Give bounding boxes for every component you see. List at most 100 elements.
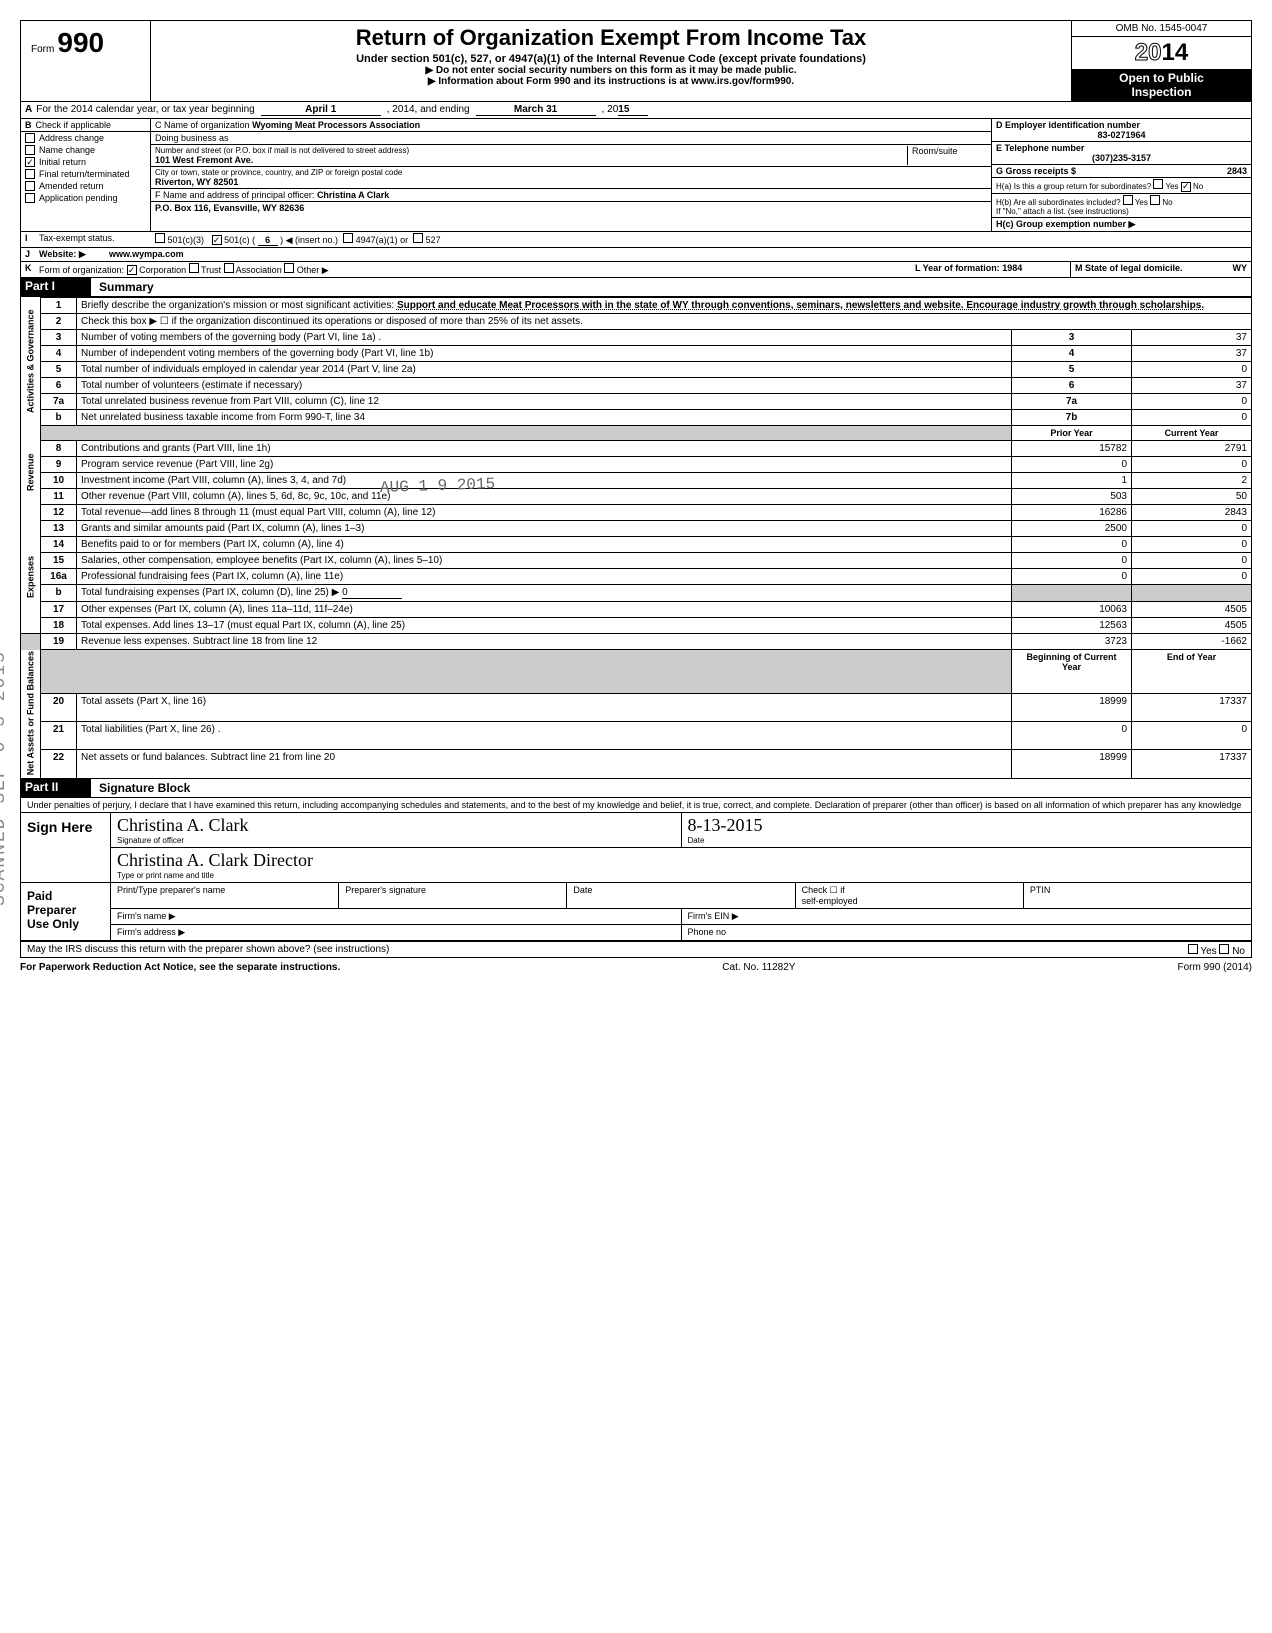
line4: Number of independent voting members of …: [77, 345, 1012, 361]
checkbox-icon[interactable]: [413, 233, 423, 243]
discuss-yes: Yes: [1200, 946, 1216, 957]
cb-final-return[interactable]: Final return/terminated: [21, 168, 150, 180]
checkbox-icon[interactable]: ✓: [1181, 182, 1191, 192]
part-2-title: Signature Block: [91, 779, 198, 797]
checkbox-icon[interactable]: [1123, 195, 1133, 205]
checkbox-icon[interactable]: [1219, 944, 1229, 954]
checkbox-icon[interactable]: [1188, 944, 1198, 954]
checkbox-icon[interactable]: [189, 263, 199, 273]
col-b-check-text: Check if applicable: [36, 120, 112, 130]
c-addr: 101 West Fremont Ave.: [155, 155, 907, 165]
cb-initial-return[interactable]: ✓ Initial return: [21, 156, 150, 168]
col-b: B Check if applicable Address change Nam…: [21, 119, 151, 231]
row-j-text: Website: ▶: [35, 248, 105, 261]
firm-phone: Phone no: [682, 925, 1252, 940]
line1-label: Briefly describe the organization's miss…: [81, 300, 394, 311]
prep-col2: Preparer's signature: [339, 883, 567, 908]
printed-name: Christina A. Clark Director: [117, 850, 1245, 871]
line17: Other expenses (Part IX, column (A), lin…: [77, 601, 1012, 617]
row-i-527: 527: [426, 235, 441, 245]
cb-label: Amended return: [39, 181, 104, 191]
form-number-box: Form 990: [21, 21, 151, 101]
discuss-row: May the IRS discuss this return with the…: [21, 941, 1251, 957]
val-14c: 0: [1132, 536, 1252, 552]
row-a-mid: , 2014, and ending: [387, 104, 470, 116]
val-12c: 2843: [1132, 504, 1252, 520]
val-21c: 0: [1132, 722, 1252, 750]
f-label: F Name and address of principal officer:: [155, 190, 314, 200]
prep-col4b: self-employed: [802, 896, 1017, 906]
checkbox-icon: ✓: [25, 157, 35, 167]
cb-label: Initial return: [39, 157, 86, 167]
line6: Total number of volunteers (estimate if …: [77, 377, 1012, 393]
val-10p: 1: [1012, 472, 1132, 488]
line10: Investment income (Part VIII, column (A)…: [77, 472, 1012, 488]
discuss-no: No: [1232, 946, 1245, 957]
row-a-end-month: March 31: [476, 104, 596, 116]
g-label: G Gross receipts $: [996, 166, 1076, 176]
line12: Total revenue—add lines 8 through 11 (mu…: [77, 504, 1012, 520]
part-2-header: Part II Signature Block: [20, 779, 1252, 798]
e-label: E Telephone number: [996, 143, 1247, 153]
checkbox-icon[interactable]: [1150, 195, 1160, 205]
val-10c: 2: [1132, 472, 1252, 488]
val-9c: 0: [1132, 456, 1252, 472]
year-box: OMB No. 1545-0047 2014 Open to Public In…: [1071, 21, 1251, 101]
l-val: 1984: [1002, 263, 1022, 273]
line21: Total liabilities (Part X, line 26) .: [77, 722, 1012, 750]
signature-date: 8-13-2015: [688, 815, 1246, 836]
val-15p: 0: [1012, 552, 1132, 568]
hb-yes: Yes: [1135, 198, 1148, 207]
cb-application-pending[interactable]: Application pending: [21, 192, 150, 204]
line13: Grants and similar amounts paid (Part IX…: [77, 520, 1012, 536]
l-label: L Year of formation:: [915, 263, 1000, 273]
checkbox-icon[interactable]: [343, 233, 353, 243]
val-20c: 17337: [1132, 693, 1252, 721]
checkbox-icon[interactable]: [155, 233, 165, 243]
printed-caption: Type or print name and title: [117, 871, 1245, 880]
checkbox-icon[interactable]: [224, 263, 234, 273]
sign-here-text: Sign Here: [27, 819, 104, 835]
firm-addr: Firm's address ▶: [111, 925, 682, 940]
cb-amended-return[interactable]: Amended return: [21, 180, 150, 192]
row-k-label: K: [21, 262, 35, 277]
hb-note: If "No," attach a list. (see instruction…: [996, 207, 1247, 216]
checkbox-icon[interactable]: [1153, 179, 1163, 189]
f-addr: P.O. Box 116, Evansville, WY 82636: [155, 203, 304, 213]
checkbox-icon[interactable]: ✓: [212, 235, 222, 245]
cb-name-change[interactable]: Name change: [21, 144, 150, 156]
val-3: 37: [1132, 329, 1252, 345]
line16b: Total fundraising expenses (Part IX, col…: [81, 587, 339, 598]
line8: Contributions and grants (Part VIII, lin…: [77, 440, 1012, 456]
cb-address-change[interactable]: Address change: [21, 132, 150, 144]
row-a-end-prefix: , 20: [602, 104, 619, 116]
signature-caption: Signature of officer: [117, 836, 675, 845]
checkbox-icon[interactable]: [284, 263, 294, 273]
val-15c: 0: [1132, 552, 1252, 568]
c-name-label: C Name of organization: [155, 120, 250, 130]
cb-label: Final return/terminated: [39, 169, 130, 179]
line22: Net assets or fund balances. Subtract li…: [77, 750, 1012, 778]
checkbox-icon[interactable]: ✓: [127, 265, 137, 275]
val-11p: 503: [1012, 488, 1132, 504]
main-title: Return of Organization Exempt From Incom…: [161, 25, 1061, 51]
checkbox-icon: [25, 181, 35, 191]
row-k-corp: Corporation: [139, 265, 186, 275]
line3: Number of voting members of the governin…: [77, 329, 1012, 345]
summary-table: Activities & Governance 1 Briefly descri…: [20, 297, 1252, 779]
side-expenses: Expenses: [21, 520, 41, 633]
val-7b: 0: [1132, 409, 1252, 425]
val-22p: 18999: [1012, 750, 1132, 778]
row-i-text: Tax-exempt status.: [35, 232, 151, 247]
line2: Check this box ▶ ☐ if the organization d…: [77, 313, 1252, 329]
val-17p: 10063: [1012, 601, 1132, 617]
row-j: J Website: ▶ www.wympa.com: [20, 248, 1252, 262]
line14: Benefits paid to or for members (Part IX…: [77, 536, 1012, 552]
footer: For Paperwork Reduction Act Notice, see …: [20, 958, 1252, 973]
perjury-text: Under penalties of perjury, I declare th…: [20, 798, 1252, 813]
part-2-label: Part II: [21, 779, 91, 797]
prep-col3: Date: [567, 883, 795, 908]
checkbox-icon: [25, 193, 35, 203]
ha-yes: Yes: [1166, 182, 1179, 191]
row-i-c3: 501(c)(3): [168, 235, 205, 245]
